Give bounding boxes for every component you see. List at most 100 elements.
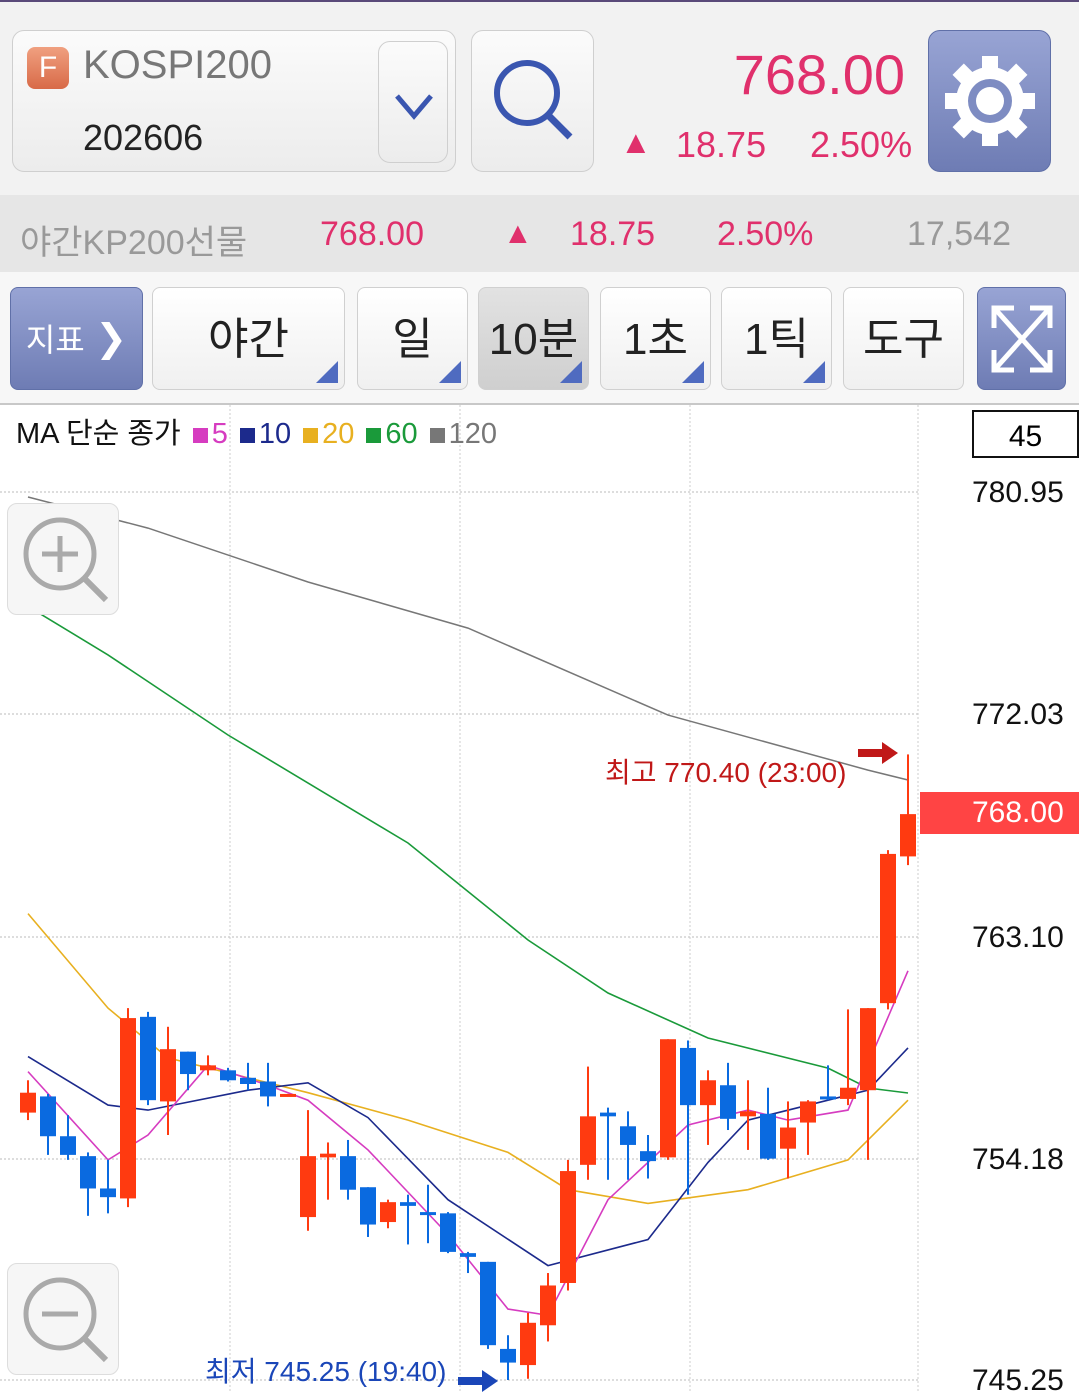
y-tick-label: 754.18 <box>972 1143 1064 1176</box>
candle-body <box>540 1285 556 1326</box>
search-icon <box>494 60 573 140</box>
instrument-name: KOSPI200 <box>83 43 273 87</box>
candle-body <box>560 1171 576 1283</box>
night-volume: 17,542 <box>907 215 1011 253</box>
candle-body <box>200 1065 216 1071</box>
zoom-in-icon <box>23 517 109 603</box>
chevron-right-icon: ❯ <box>84 318 128 360</box>
change-value: 18.75 <box>676 124 767 165</box>
candle-body <box>420 1212 436 1216</box>
candle-body <box>460 1253 476 1257</box>
zoom-in-button[interactable] <box>7 503 119 615</box>
legend-title: MA 단순 종가 <box>16 418 181 450</box>
candle-body <box>860 1008 876 1091</box>
candle-body <box>580 1116 596 1165</box>
candle-body <box>140 1016 156 1101</box>
candle-body <box>800 1101 816 1123</box>
candle-body <box>640 1151 656 1162</box>
dropdown-corner-icon <box>560 361 582 383</box>
candle-body <box>60 1136 76 1155</box>
ma-line-120 <box>27 496 909 781</box>
night-name: 야간KP200선물 <box>20 224 248 262</box>
header: F KOSPI200 202606 768.00 ▲ 18.75 2.50% <box>0 0 1079 195</box>
candle-body <box>620 1126 636 1145</box>
candle-body <box>780 1127 796 1149</box>
candle-body <box>760 1113 776 1159</box>
up-arrow-icon: ▲ <box>620 124 652 160</box>
current-price: 768.00 <box>733 43 905 106</box>
candle-body <box>880 853 896 1004</box>
tools-button[interactable]: 도구 <box>843 287 964 390</box>
tab-day[interactable]: 일 <box>357 287 468 390</box>
candle-body <box>40 1096 56 1137</box>
legend-swatch <box>303 428 319 443</box>
ma-legend: MA 단순 종가 5 10 20 60 120 <box>16 410 497 452</box>
candlestick-chart[interactable] <box>0 405 1079 1392</box>
candle-body <box>80 1156 96 1189</box>
candle-body <box>440 1213 456 1252</box>
arrow-right-icon <box>858 742 898 764</box>
candle-body <box>820 1096 836 1100</box>
candle-body <box>380 1202 396 1223</box>
legend-swatch <box>192 428 208 443</box>
candle-body <box>120 1018 136 1199</box>
y-tick-label: 745.25 <box>972 1364 1064 1397</box>
expand-icon <box>991 305 1053 373</box>
gear-icon <box>945 56 1035 146</box>
candle-body <box>500 1348 516 1363</box>
high-annotation: 최고 770.40 (23:00) <box>605 757 847 788</box>
tab-night[interactable]: 야간 <box>152 287 345 390</box>
candle-body <box>680 1047 696 1106</box>
legend-item-ma120: 120 <box>448 418 498 450</box>
y-tick-label: 772.03 <box>972 698 1064 731</box>
candle-body <box>720 1085 736 1119</box>
search-button[interactable] <box>471 30 594 172</box>
night-futures-row: 야간KP200선물 768.00 ▲ 18.75 2.50% 17,542 <box>0 195 1079 272</box>
tab-label: 야간 <box>208 315 289 364</box>
zoom-out-button[interactable] <box>7 1263 119 1375</box>
change-percent: 2.50% <box>810 124 913 165</box>
indicator-label: 지표 <box>25 322 85 358</box>
tab-label: 1틱 <box>744 315 809 364</box>
zoom-out-icon <box>23 1277 109 1363</box>
tab-1tick[interactable]: 1틱 <box>721 287 832 390</box>
up-arrow-icon: ▲ <box>503 217 533 250</box>
current-price-marker: 768.00 <box>920 792 1079 834</box>
candle-body <box>740 1111 756 1117</box>
tab-label: 일 <box>392 315 433 364</box>
indicator-button[interactable]: 지표 ❯ <box>10 287 143 390</box>
low-annotation: 최저 745.25 (19:40) <box>205 1356 447 1387</box>
tab-10min[interactable]: 10분 <box>478 287 589 390</box>
dropdown-button[interactable] <box>378 41 448 163</box>
candle-count-box[interactable]: 45 <box>972 410 1079 458</box>
instrument-selector[interactable]: F KOSPI200 202606 <box>12 30 456 172</box>
candle-body <box>300 1156 316 1218</box>
dropdown-corner-icon <box>803 361 825 383</box>
futures-badge: F <box>27 47 69 89</box>
legend-swatch <box>429 428 445 443</box>
candle-body <box>280 1093 296 1097</box>
candle-body <box>520 1322 536 1366</box>
tab-1sec[interactable]: 1초 <box>600 287 711 390</box>
tab-label: 1초 <box>623 315 688 364</box>
candle-body <box>180 1051 196 1075</box>
candle-body <box>400 1202 416 1206</box>
candle-body <box>220 1070 236 1081</box>
night-change: 18.75 <box>570 215 656 253</box>
tab-label: 10분 <box>488 315 579 364</box>
y-tick-label: 763.10 <box>972 921 1064 954</box>
legend-item-ma5: 5 <box>211 418 228 450</box>
legend-swatch <box>366 428 382 443</box>
legend-item-ma10: 10 <box>258 418 292 450</box>
settings-button[interactable] <box>928 30 1051 172</box>
price-change: ▲ 18.75 2.50% <box>620 124 913 168</box>
candle-body <box>840 1087 856 1099</box>
contract-code: 202606 <box>83 117 204 158</box>
fullscreen-button[interactable] <box>977 287 1066 390</box>
candle-body <box>340 1156 356 1190</box>
candle-body <box>100 1188 116 1198</box>
candle-body <box>700 1080 716 1106</box>
chevron-down-icon <box>395 94 433 120</box>
arrow-right-icon <box>458 1370 498 1392</box>
candle-body <box>900 814 916 857</box>
